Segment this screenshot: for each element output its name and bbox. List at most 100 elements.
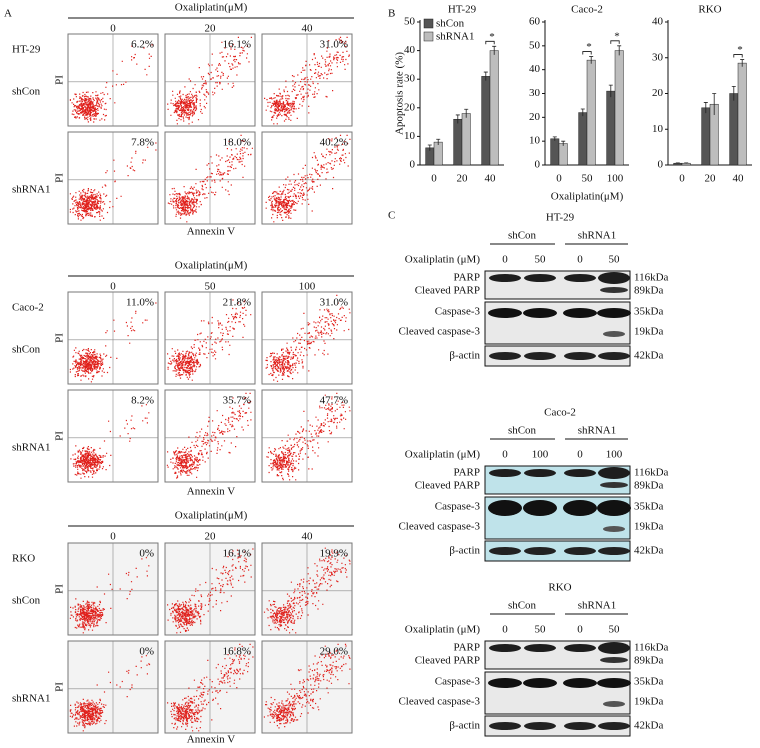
band (489, 469, 521, 477)
error-bar (675, 162, 680, 164)
band (524, 352, 556, 360)
protein-label: β-actin (449, 350, 480, 362)
quadrant-percentage: 16.1% (223, 548, 251, 560)
bar (453, 118, 463, 166)
quadrant-percentage: 35.7% (223, 395, 251, 407)
x-axis-label: Annexin V (187, 226, 235, 238)
significance-bracket (582, 51, 592, 55)
group-label: shRNA1 (578, 425, 617, 437)
band (524, 469, 556, 477)
protein-label: Cleaved caspase-3 (398, 521, 480, 533)
size-label: 89kDa (634, 480, 663, 492)
y-axis-label: PI (54, 333, 66, 343)
band (603, 526, 625, 532)
dose-header: Oxaliplatin(μM) (175, 2, 248, 14)
significance-bracket (610, 40, 620, 44)
band (598, 547, 630, 555)
quadrant-percentage: 18.0% (223, 137, 251, 149)
quadrant-percentage: 0% (139, 548, 154, 560)
error-bar (552, 136, 557, 141)
significance-bracket (733, 54, 743, 58)
quadrant-percentage: 16.1% (223, 39, 251, 51)
blot-title: HT-29 (546, 212, 575, 224)
band (489, 644, 521, 652)
band (564, 274, 596, 282)
band (489, 722, 521, 730)
y-tick-label: 10 (652, 123, 664, 135)
x-axis-label: Oxaliplatin(μM) (551, 191, 624, 203)
group-label: shCon (508, 425, 537, 437)
bar (606, 90, 616, 166)
error-bar (455, 114, 460, 124)
cell-line-label: RKO (12, 553, 35, 565)
x-tick-label: 40 (485, 173, 497, 185)
bar (481, 76, 491, 166)
x-axis-label: Annexin V (187, 734, 235, 746)
band (603, 331, 625, 337)
event-dots (263, 547, 351, 634)
band (598, 642, 630, 654)
legend-label: shRNA1 (436, 31, 475, 43)
size-label: 116kDa (634, 272, 669, 284)
x-tick-label: 20 (457, 173, 469, 185)
cell-line-label: Caco-2 (12, 302, 44, 314)
band (597, 678, 631, 688)
protein-label: Cleaved caspase-3 (398, 696, 480, 708)
y-axis-label: PI (54, 173, 66, 183)
y-tick-label: 30 (652, 51, 664, 63)
band (600, 482, 628, 488)
size-label: 19kDa (634, 696, 663, 708)
error-bar (740, 59, 745, 67)
dose-label: 0 (577, 254, 583, 266)
y-tick-label: 10 (404, 130, 416, 142)
dose-label: 0 (110, 531, 116, 543)
error-bar (608, 84, 613, 98)
significance-mark: * (614, 30, 620, 42)
dose-label: 100 (532, 449, 549, 461)
size-label: 89kDa (634, 655, 663, 667)
quadrant-percentage: 31.0% (320, 39, 348, 51)
panel-label: C (388, 210, 395, 222)
band (600, 657, 628, 663)
band (598, 722, 630, 730)
quadrant-percentage: 47.7% (320, 395, 348, 407)
dose-label: 50 (609, 254, 621, 266)
x-tick-label: 50 (582, 173, 594, 185)
y-tick-label: 30 (404, 73, 416, 85)
quadrant-percentage: 7.8% (131, 137, 154, 149)
bar (489, 50, 499, 166)
band (563, 500, 597, 516)
x-tick-label: 40 (733, 173, 745, 185)
size-label: 35kDa (634, 306, 663, 318)
dose-label: 40 (302, 531, 314, 543)
bar (737, 62, 747, 166)
protein-label: PARP (453, 272, 480, 284)
legend-swatch (423, 31, 434, 42)
quadrant-percentage: 6.2% (131, 39, 154, 51)
group-label: shCon (508, 600, 537, 612)
size-label: 19kDa (634, 521, 663, 533)
error-bar (589, 56, 594, 64)
band (488, 678, 522, 688)
y-tick-label: 20 (652, 87, 664, 99)
band (524, 722, 556, 730)
chart-title: Caco-2 (571, 4, 603, 16)
event-dots (167, 643, 254, 732)
band (564, 722, 596, 730)
protein-label: Caspase-3 (435, 676, 481, 688)
band (564, 644, 596, 652)
size-label: 116kDa (634, 642, 669, 654)
error-bar (731, 85, 736, 101)
error-bar (483, 71, 488, 81)
y-axis-label: PI (54, 431, 66, 441)
significance-bracket (485, 40, 495, 45)
dose-label: 20 (205, 23, 217, 35)
blot-title: RKO (548, 582, 571, 594)
band (488, 308, 522, 318)
chart-title: RKO (698, 4, 721, 16)
bar (729, 93, 739, 166)
x-tick-label: 20 (705, 173, 717, 185)
dose-label: 50 (205, 281, 217, 293)
row-label: shRNA1 (12, 442, 51, 454)
band (597, 308, 631, 318)
